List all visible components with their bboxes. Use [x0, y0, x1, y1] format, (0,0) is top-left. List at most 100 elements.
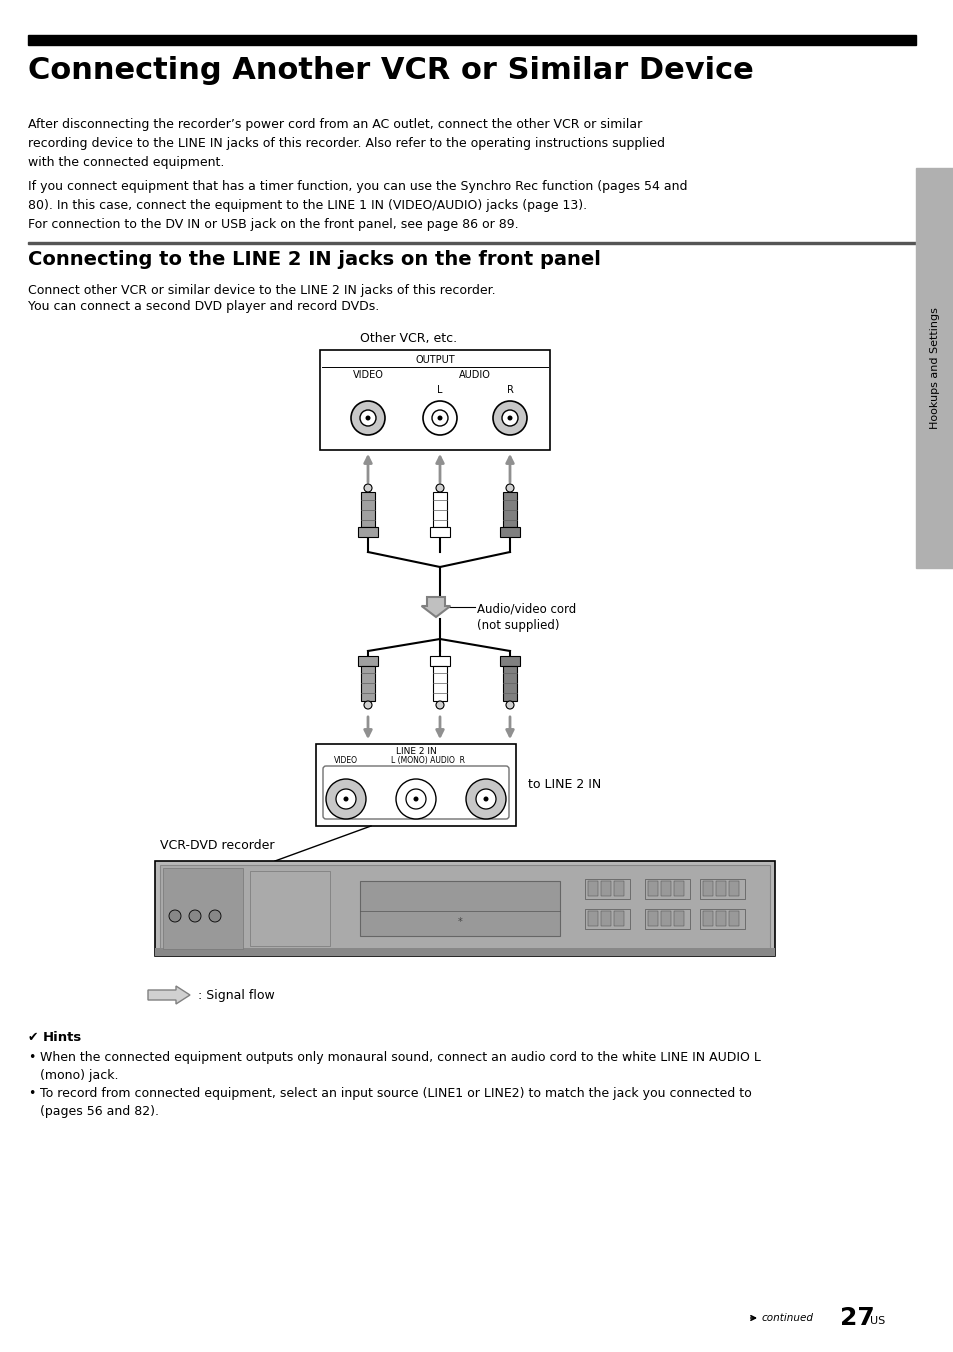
Bar [915, 168, 953, 568]
Polygon shape [148, 986, 190, 1005]
Circle shape [432, 410, 448, 426]
Circle shape [476, 790, 496, 808]
Circle shape [343, 796, 348, 802]
Bar [28, 242, 915, 243]
Text: •: • [28, 1051, 35, 1064]
Circle shape [364, 484, 372, 492]
Text: If you connect equipment that has a timer function, you can use the Synchro Rec : If you connect equipment that has a time… [28, 180, 687, 231]
Bar [154, 861, 774, 956]
Bar [502, 492, 517, 527]
Text: VIDEO: VIDEO [353, 370, 383, 380]
Text: When the connected equipment outputs only monaural sound, connect an audio cord : When the connected equipment outputs onl… [40, 1051, 760, 1082]
Bar [499, 656, 519, 667]
Bar [614, 882, 623, 896]
Circle shape [189, 910, 201, 922]
Bar [430, 527, 450, 537]
Text: LINE 2 IN: LINE 2 IN [395, 748, 436, 756]
Bar [584, 879, 629, 899]
Bar [502, 667, 517, 700]
Bar [700, 909, 744, 929]
Circle shape [351, 402, 385, 435]
Bar [644, 879, 689, 899]
Bar [660, 911, 670, 926]
Bar [716, 911, 725, 926]
Text: Hookups and Settings: Hookups and Settings [929, 307, 939, 429]
Bar [357, 527, 377, 537]
Bar [319, 350, 550, 450]
Bar [673, 911, 683, 926]
Bar [600, 882, 610, 896]
Bar [587, 911, 598, 926]
Circle shape [169, 910, 181, 922]
Bar [28, 35, 915, 45]
Text: L: L [436, 385, 442, 395]
Circle shape [364, 700, 372, 708]
Circle shape [326, 779, 366, 819]
Text: VCR-DVD recorder: VCR-DVD recorder [160, 840, 274, 852]
Text: •: • [28, 1087, 35, 1101]
Text: *: * [457, 917, 462, 927]
Bar [647, 911, 658, 926]
Text: Connect other VCR or similar device to the LINE 2 IN jacks of this recorder.: Connect other VCR or similar device to t… [28, 284, 496, 297]
Bar [360, 492, 375, 527]
Circle shape [365, 415, 370, 420]
Text: R: R [506, 385, 513, 395]
Circle shape [413, 796, 418, 802]
Bar [430, 656, 450, 667]
Bar [600, 911, 610, 926]
Bar [700, 879, 744, 899]
Text: To record from connected equipment, select an input source (LINE1 or LINE2) to m: To record from connected equipment, sele… [40, 1087, 751, 1118]
Bar [716, 882, 725, 896]
Text: VIDEO: VIDEO [334, 756, 357, 765]
Text: Audio/video cord
(not supplied): Audio/video cord (not supplied) [476, 602, 576, 631]
Text: Connecting to the LINE 2 IN jacks on the front panel: Connecting to the LINE 2 IN jacks on the… [28, 250, 600, 269]
Text: Other VCR, etc.: Other VCR, etc. [359, 333, 456, 345]
Text: After disconnecting the recorder’s power cord from an AC outlet, connect the oth: After disconnecting the recorder’s power… [28, 118, 664, 169]
Bar [160, 865, 769, 952]
Text: Hints: Hints [43, 1032, 82, 1044]
Bar [250, 871, 330, 946]
Text: to LINE 2 IN: to LINE 2 IN [527, 777, 600, 791]
Circle shape [422, 402, 456, 435]
Bar [660, 882, 670, 896]
Bar [702, 911, 712, 926]
Bar [614, 911, 623, 926]
Circle shape [505, 700, 514, 708]
FancyBboxPatch shape [323, 767, 509, 819]
Bar [587, 882, 598, 896]
Circle shape [493, 402, 526, 435]
Circle shape [406, 790, 426, 808]
Circle shape [209, 910, 221, 922]
Text: L (MONO) AUDIO  R: L (MONO) AUDIO R [391, 756, 464, 765]
Circle shape [501, 410, 517, 426]
Bar [728, 911, 739, 926]
Bar [433, 667, 447, 700]
Bar [163, 868, 243, 949]
Text: 27: 27 [840, 1306, 874, 1330]
Circle shape [335, 790, 355, 808]
Bar [673, 882, 683, 896]
Circle shape [395, 779, 436, 819]
Text: OUTPUT: OUTPUT [415, 356, 455, 365]
Bar [647, 882, 658, 896]
Circle shape [505, 484, 514, 492]
Bar [702, 882, 712, 896]
Circle shape [465, 779, 505, 819]
Text: Connecting Another VCR or Similar Device: Connecting Another VCR or Similar Device [28, 55, 753, 85]
Circle shape [437, 415, 442, 420]
Text: ✔: ✔ [28, 1032, 38, 1044]
Circle shape [483, 796, 488, 802]
Bar [644, 909, 689, 929]
Bar [154, 948, 774, 956]
Text: : Signal flow: : Signal flow [198, 990, 274, 1002]
Circle shape [359, 410, 375, 426]
Text: continued: continued [761, 1313, 813, 1324]
Polygon shape [421, 598, 450, 617]
Bar [584, 909, 629, 929]
Bar [728, 882, 739, 896]
Bar [357, 656, 377, 667]
Bar [360, 667, 375, 700]
Circle shape [436, 484, 443, 492]
Circle shape [436, 700, 443, 708]
Bar [315, 744, 516, 826]
